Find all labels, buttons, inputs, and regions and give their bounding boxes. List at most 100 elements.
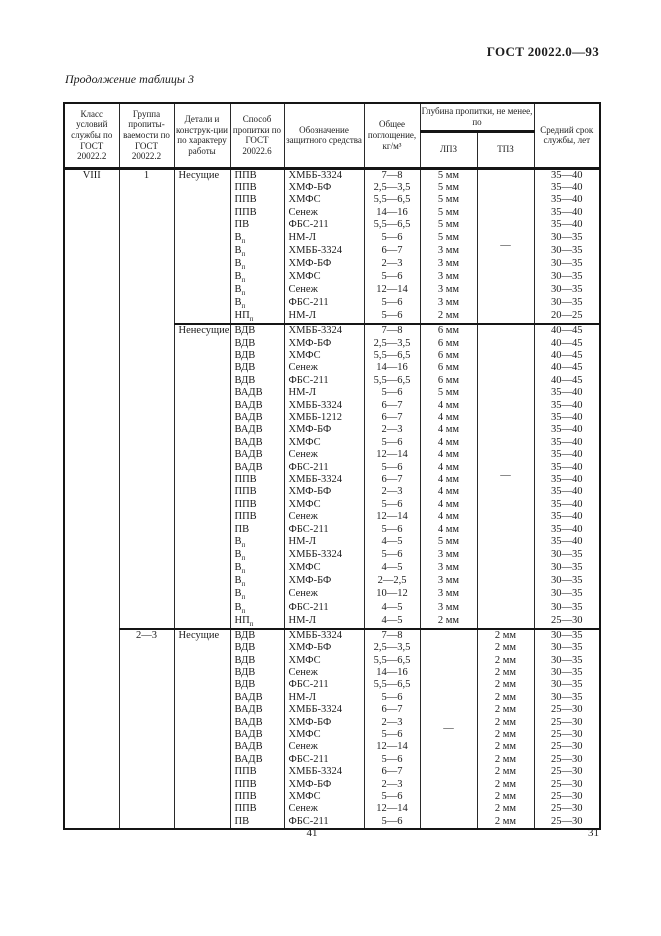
cell-srok: 25—30 <box>533 614 601 629</box>
cell-srok: 25—30 <box>533 716 601 729</box>
subscript: п <box>241 593 246 602</box>
table-row: Вп ХМФС 5—6 3 мм 30—35 <box>64 270 601 284</box>
cell-lpz: 6 мм <box>419 350 478 363</box>
header-class: Класс условий службы по ГОСТ 20022.2 <box>63 103 120 170</box>
cell-sredstvo: ХМББ-3324 <box>283 168 365 182</box>
cell-tpz: 2 мм <box>476 729 535 742</box>
cell-sredstvo: Сенеж <box>283 283 365 297</box>
cell-sposob: ВДВ <box>229 350 285 363</box>
cell-lpz: 4 мм <box>419 449 478 462</box>
cell-sredstvo: ХМФС <box>283 791 365 804</box>
table-row: Вп ХМФ-БФ 2—3 3 мм 30—35 <box>64 257 601 271</box>
cell-sredstvo: ХМББ-3324 <box>283 399 365 413</box>
cell-tpz: 2 мм <box>476 666 535 680</box>
cell-lpz: 4 мм <box>419 523 478 537</box>
cell-sredstvo: ХМФС <box>283 562 365 576</box>
cell-sposob: ППВ <box>229 511 285 524</box>
table-row: ВДВ ФБС-211 5,5—6,5 6 мм 40—45 <box>64 374 601 388</box>
cell-srok: 30—35 <box>533 666 601 680</box>
cell-srok: 35—40 <box>533 412 601 425</box>
cell-lpz: 3 мм <box>419 601 478 615</box>
cell-sposob: ВАДВ <box>229 436 285 450</box>
cell-srok: 35—40 <box>533 194 601 207</box>
cell-srok: 35—40 <box>533 523 601 537</box>
cell-srok: 40—45 <box>533 337 601 350</box>
cell-sposob: ВАДВ <box>229 753 285 767</box>
table-row: 2—3 Несущие ВДВ ХМББ-3324 7—8—2 мм 30—35 <box>64 627 601 830</box>
cell-lpz: 2 мм <box>419 310 478 325</box>
table-row: ВАДВ ХМББ-3324 6—7 4 мм 35—40 <box>64 399 601 413</box>
subscript: п <box>241 606 246 615</box>
cell-sredstvo: ХМФ-БФ <box>283 181 365 195</box>
cell-sredstvo: Сенеж <box>283 588 365 602</box>
cell-srok: 35—40 <box>533 424 601 437</box>
cell-srok: 30—35 <box>533 654 601 667</box>
cell-sredstvo: ХМФ-БФ <box>283 257 365 271</box>
cell-poglosh: 2—3 <box>363 257 421 271</box>
cell-sredstvo: ХМББ-3324 <box>283 549 365 563</box>
cell-class: VIII <box>63 168 120 830</box>
cell-poglosh: 6—7 <box>363 399 421 413</box>
cell-srok: 25—30 <box>533 778 601 792</box>
cell-poglosh: 2,5—3,5 <box>363 642 421 655</box>
cell-sposob: ВДВ <box>229 323 285 338</box>
table-row: Ненесущие ВДВ ХМББ-3324 7—8 6 мм —40—45 <box>64 323 601 629</box>
cell-lpz: 4 мм <box>419 461 478 475</box>
cell-sredstvo: ХМФ-БФ <box>283 424 365 437</box>
cell-srok: 25—30 <box>533 729 601 742</box>
cell-tpz: 2 мм <box>476 791 535 804</box>
cell-sredstvo: ХМББ-3324 <box>283 704 365 717</box>
cell-sredstvo: НМ-Л <box>283 231 365 245</box>
table-row: ВАДВ ХМББ-3324 6—7 2 мм 25—30 <box>64 704 601 717</box>
cell-lpz: 3 мм <box>419 562 478 576</box>
cell-srok: 35—40 <box>533 206 601 220</box>
table-row: ППВ ХМФ-БФ 2—3 4 мм 35—40 <box>64 486 601 499</box>
cell-poglosh: 5—6 <box>363 270 421 284</box>
table-row: ППВ ХМФ-БФ 2,5—3,5 5 мм 35—40 <box>64 181 601 195</box>
table-row: Вп Сенеж 10—12 3 мм 30—35 <box>64 588 601 602</box>
cell-poglosh: 4—5 <box>363 614 421 629</box>
cell-lpz: 5 мм <box>419 168 478 182</box>
header-pogloshenie: Общее поглощение, кг/м³ <box>363 103 421 170</box>
cell-poglosh: 2—3 <box>363 424 421 437</box>
cell-sposob: Вп <box>229 257 285 271</box>
cell-sposob: ВАДВ <box>229 461 285 475</box>
cell-sposob: ВАДВ <box>229 691 285 705</box>
cell-lpz: 3 мм <box>419 297 478 311</box>
table-row: ППВ ХМФС 5—6 2 мм 25—30 <box>64 791 601 804</box>
cell-lpz: 6 мм <box>419 362 478 375</box>
table-row: Вп ФБС-211 5—6 3 мм 30—35 <box>64 297 601 311</box>
cell-sposob: ППВ <box>229 194 285 207</box>
cell-sposob: ВДВ <box>229 627 285 643</box>
table-row: НПп НМ-Л 4—5 2 мм 25—30 <box>64 614 601 629</box>
cell-sredstvo: ФБС-211 <box>283 297 365 311</box>
table-row: Вп ХМФ-БФ 2—2,5 3 мм 30—35 <box>64 575 601 589</box>
cell-sredstvo: ХМФС <box>283 436 365 450</box>
table-row: ППВ Сенеж 14—16 5 мм 35—40 <box>64 206 601 220</box>
cell-sredstvo: Сенеж <box>283 449 365 462</box>
cell-lpz: 3 мм <box>419 575 478 589</box>
cell-sposob: ВАДВ <box>229 424 285 437</box>
cell-sredstvo: Сенеж <box>283 666 365 680</box>
cell-poglosh: 4—5 <box>363 562 421 576</box>
cell-poglosh: 5—6 <box>363 310 421 325</box>
cell-sredstvo: ХМФС <box>283 194 365 207</box>
cell-sredstvo: ФБС-211 <box>283 461 365 475</box>
cell-sposob: ППВ <box>229 791 285 804</box>
table-row: ВАДВ ФБС-211 5—6 2 мм 25—30 <box>64 753 601 767</box>
cell-srok: 25—30 <box>533 766 601 779</box>
cell-sposob: ВАДВ <box>229 716 285 729</box>
cell-sposob: ВДВ <box>229 362 285 375</box>
cell-sposob: ППВ <box>229 778 285 792</box>
impregnation-table: Класс условий службы по ГОСТ 20022.2 Гру… <box>63 102 601 831</box>
cell-lpz: 4 мм <box>419 474 478 487</box>
cell-lpz: 5 мм <box>419 536 478 550</box>
cell-sposob: Вп <box>229 244 285 258</box>
cell-sposob: Вп <box>229 549 285 563</box>
cell-poglosh: 6—7 <box>363 766 421 779</box>
cell-lpz: 4 мм <box>419 486 478 499</box>
cell-srok: 35—40 <box>533 399 601 413</box>
cell-srok: 35—40 <box>533 498 601 512</box>
cell-srok: 40—45 <box>533 323 601 338</box>
cell-tpz: 2 мм <box>476 691 535 705</box>
